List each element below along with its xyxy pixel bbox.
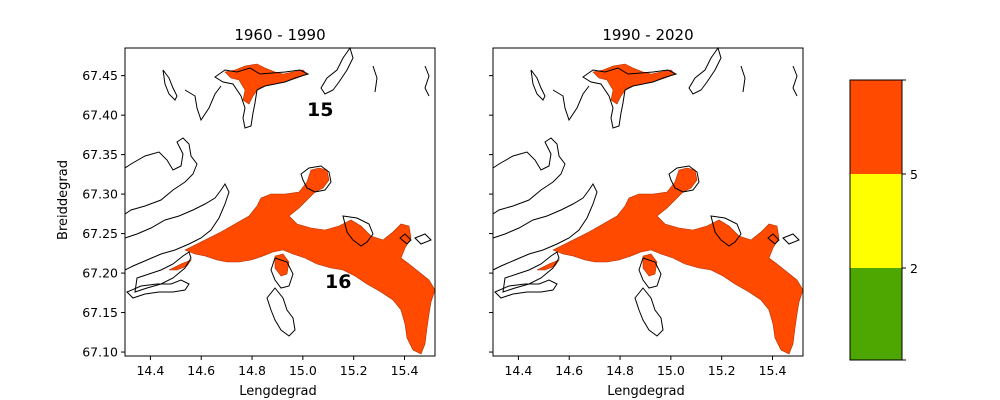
y-tick-label: 67.10 xyxy=(82,345,118,360)
colorbar-frame xyxy=(849,79,903,361)
ylabel: Breiddegrad xyxy=(56,160,71,240)
y-tick-label: 67.35 xyxy=(82,147,118,162)
x-tick-label: 14.8 xyxy=(606,363,634,378)
y-ticks-right xyxy=(489,75,493,353)
x-tick-label: 15.4 xyxy=(391,363,419,378)
region-label-16: 16 xyxy=(325,271,351,293)
colorbar: 5 2 xyxy=(849,79,918,361)
axes-frame xyxy=(124,47,436,357)
x-tick-label: 14.6 xyxy=(555,363,583,378)
x-tick-label: 15.0 xyxy=(289,363,317,378)
x-tick-label: 15.2 xyxy=(340,363,368,378)
x-tick-label: 14.4 xyxy=(136,363,164,378)
y-tick-label: 67.30 xyxy=(82,187,118,202)
y-tick-label: 67.25 xyxy=(82,226,118,241)
x-tick-label: 14.8 xyxy=(238,363,266,378)
xlabel-right: Lengdegrad xyxy=(607,384,685,399)
panel-title-right: 1990 - 2020 xyxy=(602,26,693,44)
x-tick-label: 14.4 xyxy=(504,363,532,378)
y-tick-label: 67.15 xyxy=(82,305,118,320)
x-tick-label: 15.2 xyxy=(708,363,736,378)
y-tick-label: 67.20 xyxy=(82,266,118,281)
x-tick-label: 15.0 xyxy=(657,363,685,378)
colorbar-segment-low xyxy=(850,268,902,360)
y-ticks: 67.45 67.40 67.35 67.30 67.25 67.20 67.15 67.10 xyxy=(82,68,125,360)
region-label-15: 15 xyxy=(307,99,333,121)
map-panel-1960-1990: 15 16 xyxy=(124,47,436,357)
colorbar-tick-label-2: 2 xyxy=(910,261,918,276)
xlabel-left: Lengdegrad xyxy=(239,384,317,399)
colorbar-tick-label-5: 5 xyxy=(910,167,918,182)
panel-title-left: 1960 - 1990 xyxy=(234,26,325,44)
y-tick-label: 67.40 xyxy=(82,108,118,123)
colorbar-segment-mid xyxy=(850,174,902,268)
x-ticks-left: 14.4 14.6 14.8 15.0 15.2 15.4 xyxy=(136,356,418,378)
x-tick-label: 15.4 xyxy=(759,363,787,378)
x-tick-label: 14.6 xyxy=(187,363,215,378)
axes-frame xyxy=(492,47,804,357)
x-ticks-right: 14.4 14.6 14.8 15.0 15.2 15.4 xyxy=(504,356,786,378)
y-tick-label: 67.45 xyxy=(82,68,118,83)
map-panel-1990-2020 xyxy=(492,47,804,357)
colorbar-segment-high xyxy=(850,80,902,174)
